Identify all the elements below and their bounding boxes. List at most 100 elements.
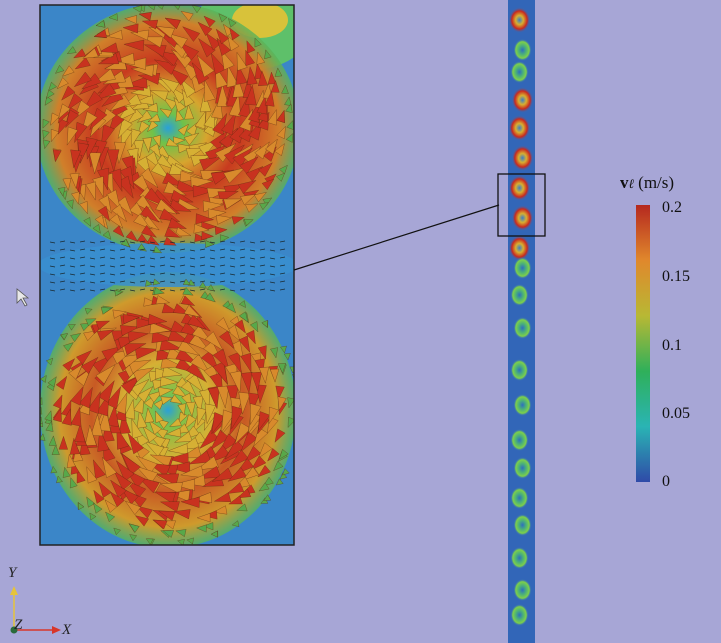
velocity-vector [209, 273, 216, 276]
velocity-arrow [274, 67, 283, 77]
velocity-arrow [154, 491, 176, 504]
velocity-arrow [205, 292, 216, 303]
column-vortex [513, 579, 532, 601]
velocity-vector [49, 257, 56, 260]
velocity-arrow [130, 29, 150, 41]
velocity-arrow [227, 35, 240, 52]
velocity-arrow [125, 230, 139, 242]
velocity-arrow [97, 205, 111, 222]
velocity-arrow [128, 359, 152, 374]
velocity-vector [199, 264, 206, 267]
velocity-vector [239, 272, 246, 275]
velocity-vector [209, 241, 216, 244]
velocity-arrow [192, 185, 216, 198]
velocity-arrow [295, 384, 301, 391]
velocity-vector [159, 256, 166, 259]
velocity-arrow [85, 318, 97, 327]
velocity-arrow [136, 233, 150, 245]
velocity-arrow [125, 76, 148, 89]
column-vortex [508, 115, 531, 141]
velocity-arrow [275, 478, 284, 486]
velocity-arrow [95, 364, 116, 385]
velocity-arrow [50, 128, 60, 143]
velocity-vector [269, 257, 276, 260]
velocity-arrow [264, 90, 275, 107]
velocity-arrow [162, 96, 178, 110]
velocity-arrow [203, 15, 216, 28]
velocity-arrow [94, 214, 106, 228]
velocity-arrow [206, 284, 215, 292]
velocity-arrow [145, 151, 161, 169]
velocity-arrow [50, 112, 60, 126]
velocity-arrow [66, 46, 77, 54]
colorbar [636, 205, 650, 482]
velocity-arrow [240, 352, 252, 373]
velocity-arrow [243, 218, 254, 226]
velocity-arrow [184, 414, 197, 430]
velocity-arrow [167, 443, 189, 455]
velocity-arrow [92, 224, 101, 234]
velocity-arrow [146, 235, 160, 246]
velocity-arrow [218, 13, 228, 23]
velocity-arrow [166, 452, 189, 465]
velocity-vector [169, 273, 176, 276]
velocity-arrow [172, 478, 195, 492]
velocity-arrow [62, 358, 75, 372]
velocity-vector [249, 249, 256, 252]
velocity-arrow [231, 520, 240, 528]
velocity-vector [219, 248, 226, 251]
velocity-vector [59, 264, 66, 267]
velocity-arrow [93, 29, 107, 38]
velocity-vector [49, 249, 56, 252]
velocity-vector [219, 264, 226, 267]
velocity-arrow [62, 65, 75, 77]
velocity-arrow [175, 529, 187, 537]
velocity-arrow [158, 387, 174, 397]
velocity-arrow [180, 496, 200, 508]
velocity-vector [139, 288, 146, 291]
velocity-arrow [78, 502, 85, 510]
velocity-vector [159, 280, 166, 283]
velocity-arrow [182, 26, 200, 42]
velocity-vector [259, 248, 266, 251]
velocity-arrow [226, 482, 245, 494]
velocity-arrow [73, 48, 87, 59]
velocity-arrow [95, 320, 111, 330]
colorbar-tick: 0 [662, 473, 670, 490]
velocity-arrow [93, 68, 116, 84]
velocity-vector [139, 248, 146, 251]
velocity-arrow [162, 530, 174, 538]
velocity-arrow [199, 281, 207, 289]
velocity-vector [79, 272, 86, 275]
velocity-arrow [243, 145, 262, 165]
velocity-vector [279, 272, 286, 275]
velocity-arrow [282, 468, 290, 476]
velocity-arrow [123, 398, 135, 420]
velocity-arrow [207, 387, 220, 410]
velocity-vector [229, 281, 236, 284]
velocity-arrow [276, 172, 285, 182]
velocity-arrow [85, 181, 96, 201]
velocity-arrow [131, 418, 143, 439]
velocity-arrow [194, 110, 206, 130]
velocity-arrow [142, 102, 159, 113]
velocity-arrow [199, 429, 220, 449]
velocity-arrow [214, 226, 228, 235]
mouse-cursor-icon [16, 288, 30, 307]
velocity-arrow [114, 392, 128, 415]
velocity-arrow [258, 442, 273, 459]
flow-column [497, 0, 546, 643]
velocity-arrow [100, 306, 112, 315]
velocity-vector [229, 257, 236, 260]
velocity-arrow [152, 278, 161, 286]
velocity-arrow [170, 394, 183, 404]
velocity-vector [119, 248, 126, 251]
velocity-vector [79, 256, 86, 259]
velocity-vector [169, 241, 176, 244]
velocity-vector [259, 240, 266, 243]
velocity-arrow [155, 26, 175, 39]
velocity-arrow [159, 501, 180, 512]
velocity-vector [49, 241, 56, 244]
velocity-arrow [86, 496, 96, 508]
velocity-arrow [178, 41, 199, 61]
